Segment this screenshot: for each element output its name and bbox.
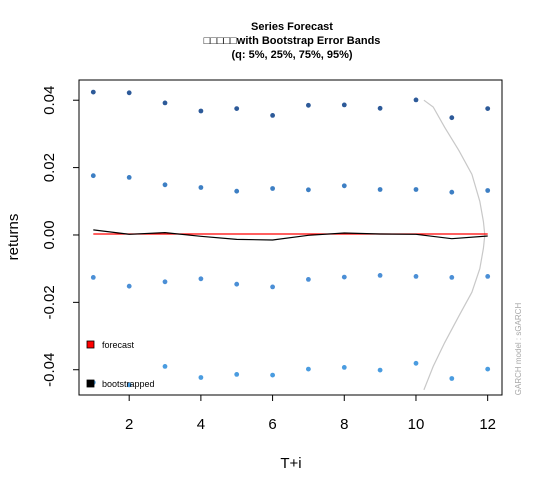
x-axis-label: T+i	[280, 455, 301, 472]
quantile-point-q5	[377, 367, 383, 373]
quantile-point-q95	[341, 102, 347, 108]
x-tick-label: 6	[268, 416, 276, 433]
forecast-lines-layer	[93, 229, 488, 241]
x-axis: 2 4 6 8 10 12	[125, 395, 496, 433]
quantile-point-q95	[413, 97, 419, 103]
legend-label-bootstrapped: bootstrapped	[102, 379, 155, 389]
quantile-point-q5	[413, 360, 419, 366]
y-tick-label: -0.04	[41, 353, 58, 387]
quantile-point-q75	[126, 175, 132, 180]
y-tick-label: 0.00	[41, 220, 58, 249]
x-tick-label: 4	[197, 416, 205, 433]
quantile-point-q5	[162, 364, 168, 369]
quantile-point-q25	[198, 276, 204, 282]
quantile-point-q95	[485, 106, 491, 111]
quantile-point-q95	[198, 108, 204, 114]
quantile-point-q25	[449, 275, 455, 280]
quantile-point-q95	[449, 115, 455, 121]
quantile-point-q75	[270, 186, 275, 191]
quantile-point-q5	[234, 372, 240, 377]
y-tick-label: 0.04	[41, 86, 58, 115]
x-tick-label: 2	[125, 416, 133, 433]
quantile-point-q25	[485, 274, 491, 279]
quantile-point-q5	[198, 375, 204, 380]
chart-title: Series Forecast	[251, 21, 333, 33]
quantile-point-q95	[306, 102, 311, 108]
quantile-point-q25	[270, 284, 275, 290]
quantile-point-q95	[162, 100, 168, 106]
quantile-point-q25	[90, 275, 96, 280]
quantile-point-q95	[270, 113, 275, 118]
model-credit: GARCH model : sGARCH	[514, 303, 523, 396]
plot-frame	[78, 79, 503, 396]
quantile-point-q5	[306, 366, 311, 372]
quantile-point-q25	[377, 273, 383, 278]
quantile-point-q75	[306, 187, 311, 193]
quantile-point-q5	[126, 382, 132, 388]
quantile-point-q75	[413, 187, 419, 192]
quantile-point-q75	[234, 188, 240, 194]
quantile-point-q75	[341, 183, 347, 189]
quantile-point-q5	[485, 366, 491, 372]
quantile-point-q75	[90, 173, 96, 179]
quantile-point-q95	[90, 89, 96, 95]
x-tick-label: 12	[479, 416, 496, 433]
y-tick-label: -0.02	[41, 285, 58, 319]
quantile-point-q25	[306, 277, 311, 282]
quantile-point-q95	[377, 105, 383, 111]
quantile-point-q5	[270, 372, 275, 378]
quantile-point-q75	[162, 182, 168, 188]
legend-swatch-forecast	[86, 340, 95, 349]
x-tick-label: 10	[408, 416, 425, 433]
density-curve-layer	[423, 99, 486, 391]
bootstrapped-line	[93, 229, 488, 241]
quantile-point-q75	[198, 185, 204, 190]
x-tick-label: 8	[340, 416, 348, 433]
y-axis: -0.04 -0.02 0.00 0.02 0.04	[41, 86, 79, 387]
quantile-point-q25	[234, 281, 240, 287]
quantile-point-q75	[485, 188, 491, 193]
quantile-point-q25	[341, 274, 347, 280]
quantile-point-q75	[377, 187, 383, 192]
chart-subtitle-quantiles: (q: 5%, 25%, 75%, 95%)	[231, 49, 352, 61]
y-axis-label: returns	[5, 214, 22, 261]
chart-subtitle: □□□□□with Bootstrap Error Bands	[204, 35, 381, 47]
quantile-point-q5	[341, 365, 347, 370]
quantile-points-layer	[90, 89, 491, 388]
quantile-point-q25	[126, 283, 132, 289]
quantile-point-q25	[162, 279, 168, 285]
quantile-point-q5	[449, 376, 455, 381]
legend-label-forecast: forecast	[102, 340, 135, 350]
quantile-point-q25	[413, 274, 419, 279]
y-tick-label: 0.02	[41, 153, 58, 182]
density-curve	[423, 99, 486, 391]
chart-legend: forecast bootstrapped	[86, 340, 155, 389]
quantile-point-q75	[449, 189, 455, 195]
quantile-point-q95	[234, 106, 240, 111]
quantile-point-q95	[126, 90, 132, 96]
legend-swatch-bootstrapped	[86, 379, 95, 388]
